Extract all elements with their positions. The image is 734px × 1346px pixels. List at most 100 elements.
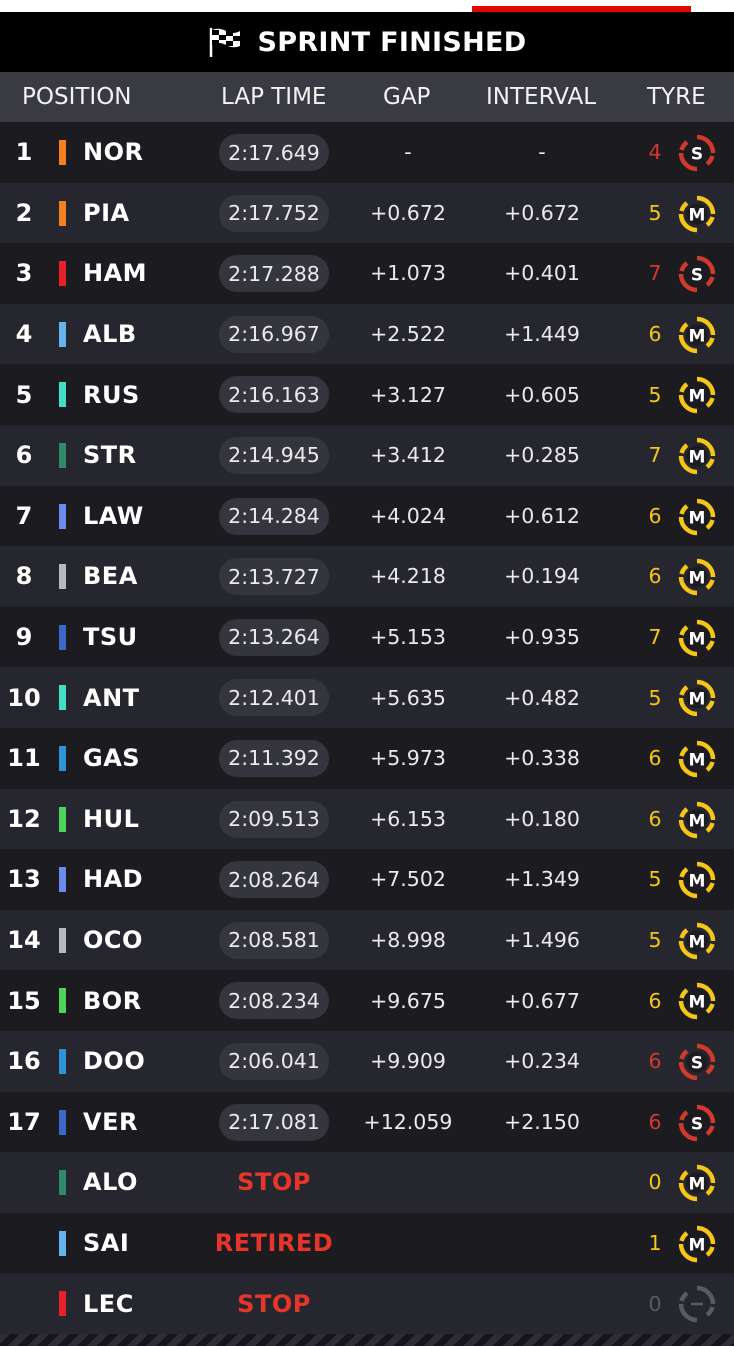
gap-value [346,1152,470,1213]
svg-text:M: M [689,1235,706,1255]
team-color-bar [59,806,66,832]
team-color-bar [59,503,66,529]
svg-text:S: S [691,1114,703,1134]
medium-tyre-icon: M [678,1164,716,1202]
table-row[interactable]: 14 OCO 2:08.581 +8.998 +1.496 5 M [0,909,734,971]
header-position: POSITION [22,84,132,110]
table-row[interactable]: SAI RETIRED 1 M [0,1212,734,1274]
team-color-bar [59,1048,66,1074]
medium-tyre-icon: M [678,922,716,960]
driver-code: SAI [83,1228,130,1257]
position-number: 3 [15,259,33,288]
table-row[interactable]: 17 VER 2:17.081 +12.059 +2.150 6 S [0,1091,734,1153]
interval-value: +0.338 [504,746,580,771]
gap-value: +8.998 [370,928,446,953]
tyre-age: 0 [648,1291,662,1316]
table-row[interactable]: 11 GAS 2:11.392 +5.973 +0.338 6 M [0,727,734,789]
interval-value: +0.285 [504,443,580,468]
interval-value: +0.234 [504,1049,580,1074]
team-color-bar [59,1109,66,1135]
lap-time-pill: 2:14.284 [219,497,329,535]
table-row[interactable]: 7 LAW 2:14.284 +4.024 +0.612 6 M [0,485,734,547]
table-row[interactable]: 4 ALB 2:16.967 +2.522 +1.449 6 M [0,303,734,365]
interval-value: +0.194 [504,564,580,589]
medium-tyre-icon: M [678,1225,716,1263]
table-row[interactable]: 5 RUS 2:16.163 +3.127 +0.605 5 M [0,364,734,425]
driver-code: HUL [83,804,140,833]
medium-tyre-icon: M [678,558,716,596]
position-number: 16 [7,1047,41,1076]
position-number: 10 [7,683,41,712]
svg-text:S: S [691,1053,703,1073]
table-row[interactable]: 13 HAD 2:08.264 +7.502 +1.349 5 M [0,849,734,910]
interval-value: +0.401 [504,261,580,286]
team-color-bar [59,745,66,771]
position-number: 14 [7,926,41,955]
medium-tyre-icon: M [678,437,716,475]
lap-time-pill: 2:11.392 [219,739,329,777]
table-row[interactable]: ALO STOP 0 M [0,1152,734,1213]
interval-value: +1.449 [504,322,580,347]
interval-value: +1.496 [504,928,580,953]
gap-value: - [404,140,412,165]
interval-value: +1.349 [504,867,580,892]
position-number: 1 [15,138,33,167]
header-gap: GAP [383,84,431,110]
table-row[interactable]: 3 HAM 2:17.288 +1.073 +0.401 7 S [0,243,734,304]
tyre-age: 5 [648,200,662,225]
interval-value [480,1152,604,1213]
driver-code: PIA [83,198,130,227]
gap-value: +5.153 [370,625,446,650]
soft-tyre-icon: S [678,1104,716,1142]
position-number: 7 [15,501,33,530]
svg-text:M: M [689,326,706,346]
interval-value [480,1273,604,1334]
team-color-bar [59,1170,66,1196]
interval-value [480,1213,604,1274]
table-row[interactable]: 1 NOR 2:17.649 - - 4 S [0,122,734,183]
medium-tyre-icon: M [678,498,716,536]
table-row[interactable]: 2 PIA 2:17.752 +0.672 +0.672 5 M [0,182,734,244]
gap-value: +12.059 [363,1109,453,1134]
table-row[interactable]: 10 ANT 2:12.401 +5.635 +0.482 5 M [0,667,734,728]
medium-tyre-icon: M [678,740,716,778]
table-row[interactable]: 12 HUL 2:09.513 +6.153 +0.180 6 M [0,788,734,850]
driver-code: LEC [83,1289,134,1318]
table-row[interactable]: 6 STR 2:14.945 +3.412 +0.285 7 M [0,424,734,486]
svg-text:M: M [689,872,706,892]
driver-code: HAM [83,259,148,288]
interval-value: +0.677 [504,988,580,1013]
tyre-age: 7 [648,261,662,286]
tyre-age: 5 [648,928,662,953]
interval-value: - [538,140,546,165]
tyre-age: 6 [648,1109,662,1134]
tyre-age: 5 [648,382,662,407]
session-title: SPRINT FINISHED [257,26,527,58]
gap-value [346,1213,470,1274]
tyre-age: 6 [648,322,662,347]
table-row[interactable]: LEC STOP 0 [0,1273,734,1334]
tyre-age: 6 [648,564,662,589]
table-row[interactable]: 9 TSU 2:13.264 +5.153 +0.935 7 M [0,606,734,668]
gap-value: +4.218 [370,564,446,589]
tyre-age: 1 [648,1230,662,1255]
lap-time-pill: 2:17.649 [219,134,329,171]
svg-text:M: M [689,690,706,710]
interval-value: +0.605 [504,382,580,407]
driver-code: BOR [83,986,142,1015]
lap-time-pill: 2:16.967 [219,315,329,353]
svg-text:M: M [689,387,706,407]
tyre-age: 7 [648,443,662,468]
table-row[interactable]: 15 BOR 2:08.234 +9.675 +0.677 6 M [0,970,734,1031]
tyre-age: 6 [648,1049,662,1074]
position-number: 2 [15,198,33,227]
svg-text:M: M [689,447,706,467]
gap-value: +9.675 [370,988,446,1013]
position-number: 12 [7,804,41,833]
header-lap-time: LAP TIME [221,84,327,110]
table-row[interactable]: 8 BEA 2:13.727 +4.218 +0.194 6 M [0,546,734,607]
driver-code: LAW [83,501,144,530]
svg-text:M: M [689,993,706,1013]
table-row[interactable]: 16 DOO 2:06.041 +9.909 +0.234 6 S [0,1030,734,1092]
svg-text:M: M [689,508,706,528]
